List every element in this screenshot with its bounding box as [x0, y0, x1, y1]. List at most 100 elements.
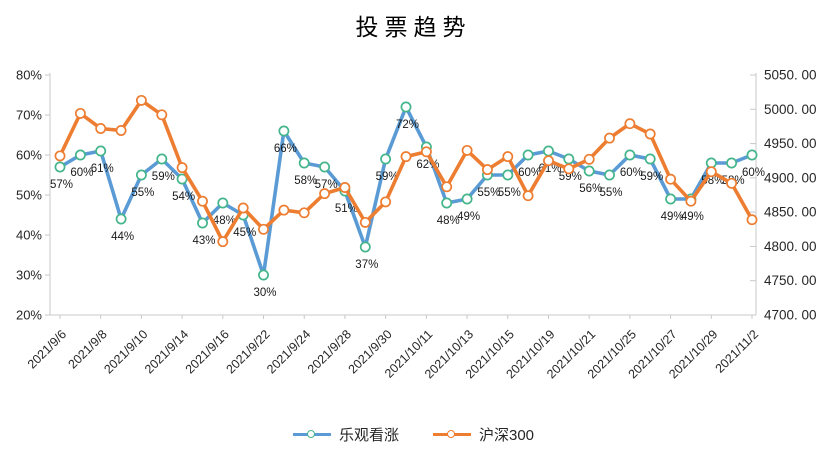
x-axis-tick-label: 2021/11/2 [713, 327, 762, 376]
data-point-marker [705, 166, 717, 178]
data-point-marker [95, 145, 107, 157]
data-point-marker [522, 190, 534, 202]
data-point-marker [319, 188, 331, 200]
data-point-marker [502, 151, 514, 163]
optimistic-data-labels: 57%60%61%44%55%59%54%43%48%45%30%66%58%5… [50, 119, 765, 299]
data-point-marker [217, 236, 229, 248]
data-point-marker [481, 164, 493, 176]
data-label: 55% [131, 187, 154, 199]
data-point-marker [319, 161, 331, 173]
data-label: 54% [172, 191, 195, 203]
data-point-marker [217, 197, 229, 209]
data-point-marker [115, 125, 127, 136]
data-point-marker [563, 153, 575, 165]
data-point-marker [461, 144, 473, 156]
data-point-marker [74, 107, 86, 119]
data-point-marker [461, 193, 473, 205]
data-label: 30% [254, 287, 277, 299]
data-label: 59% [376, 171, 399, 183]
data-label: 57% [315, 179, 338, 191]
chart-legend: 乐观看涨 沪深300 [0, 424, 827, 445]
data-point-marker [705, 157, 717, 169]
data-label: 55% [477, 187, 500, 199]
data-point-marker [746, 149, 758, 161]
legend-item-optimistic: 乐观看涨 [292, 424, 399, 445]
data-label: 43% [193, 235, 216, 247]
data-point-marker [359, 216, 371, 228]
data-point-marker [563, 163, 575, 175]
legend-item-csi300: 沪深300 [432, 424, 535, 445]
data-label: 49% [681, 211, 704, 223]
data-point-marker [339, 182, 351, 193]
data-point-marker [400, 151, 412, 163]
data-label: 51% [335, 203, 358, 215]
data-point-marker [176, 173, 188, 185]
data-point-marker [644, 128, 656, 140]
chart-title: 投票趋势 [355, 15, 472, 41]
data-point-marker [156, 153, 168, 165]
data-point-marker [54, 150, 66, 162]
left-axis-tick-label: 60% [16, 148, 42, 163]
data-point-marker [359, 241, 371, 253]
right-axis-tick-label: 5000. 00 [764, 102, 817, 117]
data-point-marker [380, 196, 392, 208]
data-point-marker [726, 177, 738, 189]
data-point-marker [644, 153, 656, 165]
left-axis-tick-label: 40% [16, 228, 42, 243]
data-point-marker [237, 202, 249, 214]
right-axis-tick-label: 4700. 00 [764, 308, 817, 323]
right-axis-tick-label: 4900. 00 [764, 170, 817, 185]
csi300-line-marker-icon [432, 429, 471, 439]
vote-trend-chart: 80% 70% 60% 50% 40% 30% 20% 5050. 00 5000. 00 495… [16, 68, 817, 382]
data-point-marker [522, 149, 534, 161]
data-point-marker [624, 149, 636, 161]
data-label: 61% [91, 163, 114, 175]
data-point-marker [176, 162, 188, 174]
right-axis-tick-label: 4850. 00 [764, 205, 817, 220]
data-point-marker [95, 123, 107, 134]
data-point-marker [441, 181, 453, 193]
data-point-marker [400, 101, 412, 113]
data-label: 49% [661, 211, 684, 223]
data-label: 48% [437, 215, 460, 227]
data-point-marker [685, 195, 697, 207]
data-point-marker [197, 195, 208, 207]
legend-label-csi300: 沪深300 [478, 427, 535, 444]
data-point-marker [278, 204, 290, 216]
data-label: 57% [50, 179, 73, 191]
data-point-marker [54, 161, 66, 173]
right-axis-tick-label: 4950. 00 [764, 136, 817, 151]
data-point-marker [665, 173, 677, 185]
data-point-marker [115, 213, 127, 225]
data-point-marker [135, 94, 147, 106]
data-point-marker [197, 217, 208, 229]
data-point-marker [604, 169, 615, 181]
data-label: 44% [111, 231, 134, 243]
data-point-marker [156, 109, 168, 121]
data-label: 56% [579, 183, 602, 195]
data-label: 59% [640, 171, 663, 183]
data-label: 59% [559, 171, 582, 183]
data-label: 59% [152, 171, 175, 183]
axes: 80% 70% 60% 50% 40% 30% 20% 5050. 00 5000. 00 495… [16, 68, 817, 382]
right-axis-tick-label: 4800. 00 [764, 239, 817, 254]
data-point-marker [380, 153, 392, 165]
optimistic-line-marker-icon [292, 429, 331, 439]
data-label: 60% [620, 167, 643, 179]
right-axis-tick-label: 4750. 00 [764, 273, 817, 288]
data-label: 60% [518, 167, 541, 179]
x-axis-tick-label: 2021/9/6 [25, 327, 69, 371]
left-axis-tick-label: 50% [16, 188, 42, 203]
data-point-marker [420, 146, 432, 158]
data-label: 55% [600, 187, 623, 199]
data-point-marker [726, 157, 738, 169]
left-axis-tick-label: 30% [16, 268, 42, 283]
data-point-marker [258, 223, 269, 235]
legend-label-optimistic: 乐观看涨 [338, 427, 399, 444]
data-point-marker [278, 125, 290, 137]
data-label: 48% [213, 215, 236, 227]
data-label: 45% [233, 227, 256, 239]
data-point-marker [543, 155, 554, 167]
data-point-marker [502, 169, 514, 181]
data-point-marker [746, 214, 758, 226]
